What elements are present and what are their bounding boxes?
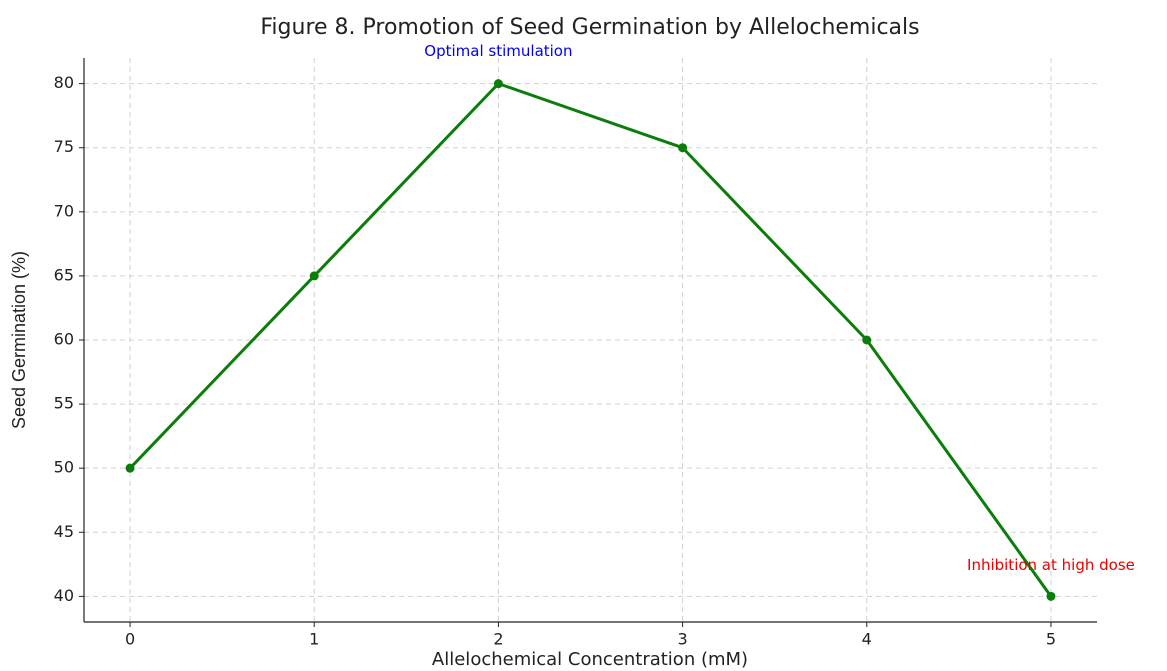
x-tick-label: 4 — [862, 630, 872, 649]
annotation: Optimal stimulation — [424, 42, 572, 60]
y-tick-label: 60 — [54, 330, 74, 349]
line — [128, 82, 1053, 598]
y-tick-label: 80 — [54, 73, 74, 92]
x-tick-label: 1 — [309, 630, 319, 649]
x-axis-label: Allelochemical Concentration (mM) — [432, 649, 748, 670]
y-tick-label: 50 — [54, 458, 74, 477]
x-tick-label: 3 — [677, 630, 687, 649]
marker — [493, 79, 503, 89]
y-tick-label: 45 — [54, 522, 74, 541]
y-axis-label: Seed Germination (%) — [9, 251, 29, 429]
marker — [1046, 591, 1056, 601]
marker — [309, 271, 319, 281]
y-tick-label: 40 — [54, 586, 74, 605]
y-tick-label: 70 — [54, 201, 74, 220]
annotation: Inhibition at high dose — [967, 556, 1135, 574]
y-tick-label: 55 — [54, 394, 74, 413]
x-tick-label: 2 — [493, 630, 503, 649]
marker — [125, 463, 135, 473]
x-tick-label: 5 — [1046, 630, 1056, 649]
y-tick-label: 75 — [54, 137, 74, 156]
chart-title: Figure 8. Promotion of Seed Germination … — [260, 15, 919, 40]
marker — [678, 143, 688, 153]
marker — [862, 335, 872, 345]
x-tick-label: 0 — [125, 630, 135, 649]
y-tick-label: 65 — [54, 265, 74, 284]
